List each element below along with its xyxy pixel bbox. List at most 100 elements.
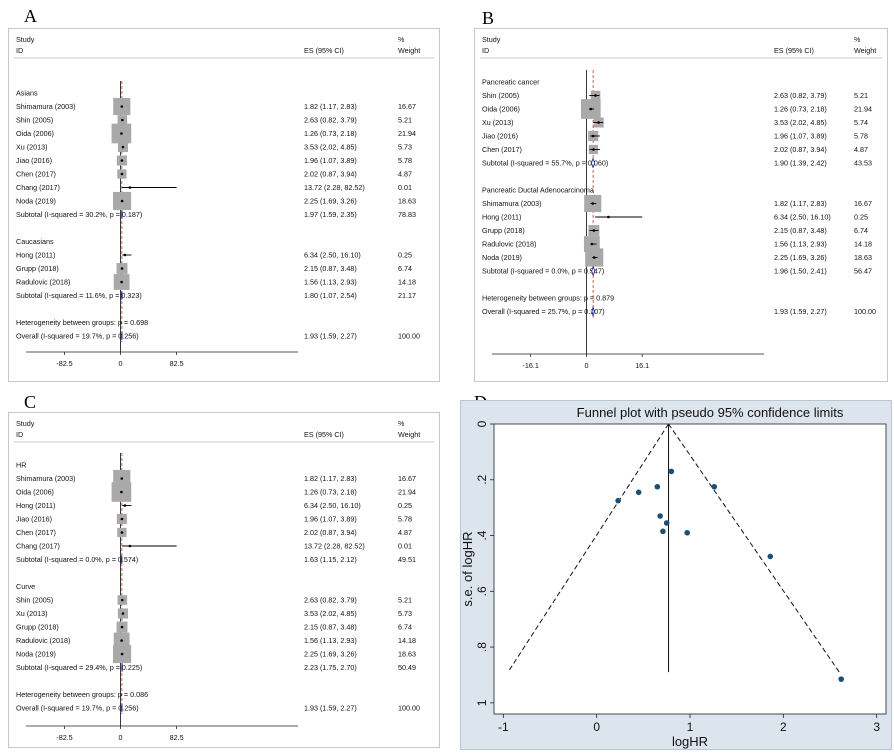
study-label: Radulovic (2018) [16, 278, 70, 287]
header-id: ID [16, 430, 23, 439]
forest-plot-a: Study ID ES (95% CI)% Weight Asians Shimamura… [8, 28, 440, 382]
header-weight: Weight [854, 46, 876, 55]
x-tick-label: 0 [119, 733, 123, 742]
study-point [591, 134, 595, 138]
overall-ci: 1.93 (1.59, 2.27) [304, 704, 357, 713]
subtotal-diamond [120, 555, 123, 564]
study-point [589, 107, 593, 111]
study-ci: 2.02 (0.87, 3.94) [304, 170, 357, 179]
y-tick-label: 0 [475, 420, 489, 427]
study-weight: 16.67 [398, 102, 416, 111]
study-ci: 1.56 (1.13, 2.93) [774, 240, 827, 249]
study-point [120, 625, 124, 629]
study-weight: 6.74 [854, 226, 868, 235]
subtotal-ci: 1.80 (1.07, 2.54) [304, 291, 357, 300]
study-point [120, 159, 124, 162]
overall-ci: 1.93 (1.59, 2.27) [304, 332, 357, 341]
study-ci: 1.96 (1.07, 3.89) [304, 156, 357, 165]
study-ci: 2.15 (0.87, 3.48) [304, 623, 357, 632]
study-point [120, 517, 124, 521]
study-label: Noda (2019) [482, 253, 522, 262]
study-label: Noda (2019) [16, 650, 56, 659]
study-weight: 14.18 [398, 636, 416, 645]
study-ci: 1.56 (1.13, 2.93) [304, 636, 357, 645]
study-label: Oida (2006) [482, 105, 520, 114]
group-label: Caucasians [16, 237, 54, 246]
study-ci: 13.72 (2.28, 82.52) [304, 542, 365, 551]
study-ci: 2.02 (0.87, 3.94) [774, 145, 827, 154]
x-tick-label: -1 [498, 720, 509, 734]
overall-label: Overall (I-squared = 19.7%, p = 0.256) [16, 332, 139, 341]
header-pct: % [398, 35, 405, 44]
study-ci: 13.72 (2.28, 82.52) [304, 183, 365, 192]
header-es: ES (95% CI) [304, 46, 344, 55]
study-weight: 0.01 [398, 542, 412, 551]
study-point [121, 118, 124, 122]
x-tick-label: -82.5 [56, 733, 72, 742]
subtotal-weight: 49.51 [398, 555, 416, 564]
study-point [120, 531, 124, 534]
study-point [123, 504, 127, 507]
study-label: Grupp (2018) [482, 226, 525, 235]
subtotal-diamond [120, 291, 123, 300]
study-ci: 3.53 (2.02, 4.85) [774, 118, 827, 127]
study-ci: 1.26 (0.73, 2.18) [304, 488, 357, 497]
header-id: ID [16, 46, 23, 55]
study-label: Hong (2011) [16, 501, 55, 510]
study-weight: 5.74 [854, 118, 868, 127]
study-label: Jiao (2016) [482, 132, 518, 141]
study-ci: 1.82 (1.17, 2.83) [304, 474, 357, 483]
study-ci: 2.25 (1.69, 3.26) [304, 197, 357, 206]
study-point [120, 199, 124, 203]
group-label: Curve [16, 582, 35, 591]
study-label: Xu (2013) [482, 118, 514, 127]
study-ci: 2.25 (1.69, 3.26) [774, 253, 827, 262]
study-weight: 6.74 [398, 264, 412, 273]
x-axis-label: logHR [672, 734, 708, 749]
subtotal-weight: 43.53 [854, 159, 872, 168]
study-label: Oida (2006) [16, 129, 54, 138]
study-weight: 18.63 [854, 253, 872, 262]
overall-weight: 100.00 [398, 332, 420, 341]
funnel-right-limit [668, 423, 840, 673]
overall-diamond [591, 305, 595, 318]
overall-weight: 100.00 [854, 307, 876, 316]
study-point [590, 242, 594, 246]
study-weight: 18.63 [398, 197, 416, 206]
x-tick-label: 82.5 [170, 359, 184, 368]
study-weight: 16.67 [398, 474, 416, 483]
header-es: ES (95% CI) [304, 430, 344, 439]
subtotal-diamond [590, 157, 596, 169]
x-tick-label: 0 [593, 720, 600, 734]
subtotal-weight: 50.49 [398, 663, 416, 672]
subtotal-label: Subtotal (I-squared = 30.2%, p = 0.187) [16, 210, 142, 219]
study-weight: 0.25 [398, 501, 412, 510]
study-weight: 0.01 [398, 183, 412, 192]
study-point [120, 280, 123, 284]
study-label: Hong (2011) [482, 213, 521, 222]
study-point [121, 598, 124, 602]
study-point [635, 489, 642, 496]
study-weight: 5.78 [398, 156, 412, 165]
subtotal-diamond [121, 210, 123, 219]
panel-label-c: C [24, 392, 37, 412]
study-point [592, 256, 596, 259]
header-weight: Weight [398, 430, 420, 439]
x-tick-label: 16.1 [635, 361, 649, 370]
header-pct: % [398, 419, 405, 428]
header-pct: % [854, 35, 861, 44]
subtotal-weight: 78.83 [398, 210, 416, 219]
x-tick-label: -82.5 [56, 359, 72, 368]
plot-frame [474, 28, 888, 382]
study-label: Radulovic (2018) [482, 240, 536, 249]
x-tick-label: 0 [584, 361, 588, 370]
study-label: Shimamura (2003) [482, 199, 542, 208]
subtotal-weight: 21.17 [398, 291, 416, 300]
subtotal-label: Subtotal (I-squared = 11.6%, p = 0.323) [16, 291, 142, 300]
y-tick-label: 1 [475, 699, 489, 706]
study-point [592, 148, 595, 151]
study-point [120, 639, 123, 642]
header-id: ID [482, 46, 489, 55]
study-label: Xu (2013) [16, 143, 48, 152]
subtotal-ci: 1.90 (1.39, 2.42) [774, 159, 827, 168]
